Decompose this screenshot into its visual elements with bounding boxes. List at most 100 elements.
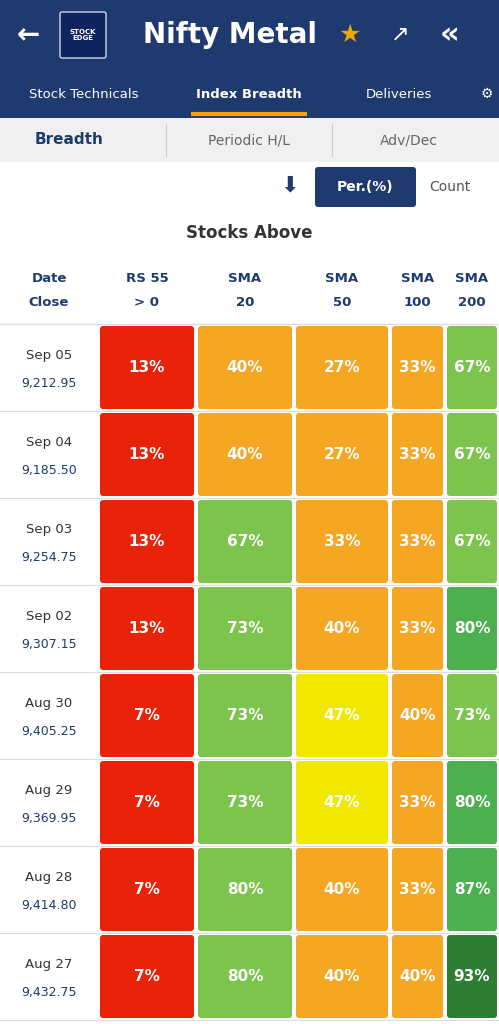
Bar xyxy=(0,759,499,846)
Text: 40%: 40% xyxy=(324,621,360,636)
Text: Sep 02: Sep 02 xyxy=(26,610,72,623)
FancyBboxPatch shape xyxy=(392,761,443,844)
Text: Periodic H/L: Periodic H/L xyxy=(208,133,290,147)
Text: Nifty Metal: Nifty Metal xyxy=(143,22,317,49)
FancyBboxPatch shape xyxy=(296,761,388,844)
Text: SMA: SMA xyxy=(229,272,261,285)
Text: 13%: 13% xyxy=(129,360,165,375)
Bar xyxy=(0,0,499,70)
FancyBboxPatch shape xyxy=(392,413,443,496)
FancyBboxPatch shape xyxy=(296,674,388,757)
FancyBboxPatch shape xyxy=(447,935,497,1018)
Text: 33%: 33% xyxy=(399,621,436,636)
Text: 20: 20 xyxy=(236,297,254,309)
Text: 93%: 93% xyxy=(454,969,490,984)
Text: 9,414.80: 9,414.80 xyxy=(21,899,77,911)
FancyBboxPatch shape xyxy=(100,935,194,1018)
Text: ←: ← xyxy=(16,22,39,49)
Text: 40%: 40% xyxy=(227,360,263,375)
Text: Breadth: Breadth xyxy=(34,132,103,147)
Text: 33%: 33% xyxy=(399,882,436,897)
Text: 9,307.15: 9,307.15 xyxy=(21,638,77,650)
FancyBboxPatch shape xyxy=(296,326,388,409)
Text: Index Breadth: Index Breadth xyxy=(196,87,302,100)
FancyBboxPatch shape xyxy=(296,587,388,670)
Text: 27%: 27% xyxy=(324,360,360,375)
FancyBboxPatch shape xyxy=(392,935,443,1018)
FancyBboxPatch shape xyxy=(198,326,292,409)
FancyBboxPatch shape xyxy=(100,848,194,931)
Text: 9,432.75: 9,432.75 xyxy=(21,986,77,998)
Text: 40%: 40% xyxy=(399,969,436,984)
Text: 33%: 33% xyxy=(399,795,436,810)
Text: 100: 100 xyxy=(404,297,431,309)
Text: 40%: 40% xyxy=(324,969,360,984)
Text: 9,405.25: 9,405.25 xyxy=(21,725,77,737)
Text: > 0: > 0 xyxy=(135,297,160,309)
FancyBboxPatch shape xyxy=(198,761,292,844)
Text: Stocks Above: Stocks Above xyxy=(186,224,313,242)
Text: 73%: 73% xyxy=(227,795,263,810)
Text: 7%: 7% xyxy=(134,969,160,984)
Text: 13%: 13% xyxy=(129,534,165,549)
Text: STOCK
EDGE: STOCK EDGE xyxy=(70,29,96,42)
Text: ⬇: ⬇ xyxy=(280,175,299,195)
Text: 33%: 33% xyxy=(399,360,436,375)
Text: Aug 27: Aug 27 xyxy=(25,957,73,971)
FancyBboxPatch shape xyxy=(392,674,443,757)
Text: 80%: 80% xyxy=(227,969,263,984)
Text: 67%: 67% xyxy=(227,534,263,549)
Text: 80%: 80% xyxy=(454,795,490,810)
Text: SMA: SMA xyxy=(325,272,359,285)
FancyBboxPatch shape xyxy=(392,326,443,409)
Text: 40%: 40% xyxy=(399,708,436,723)
FancyBboxPatch shape xyxy=(296,848,388,931)
Text: 9,254.75: 9,254.75 xyxy=(21,551,77,563)
Text: Sep 03: Sep 03 xyxy=(26,523,72,536)
Text: 7%: 7% xyxy=(134,882,160,897)
Text: 9,185.50: 9,185.50 xyxy=(21,464,77,476)
FancyBboxPatch shape xyxy=(296,413,388,496)
FancyBboxPatch shape xyxy=(315,167,416,207)
Text: 7%: 7% xyxy=(134,795,160,810)
FancyBboxPatch shape xyxy=(447,413,497,496)
Text: 87%: 87% xyxy=(454,882,490,897)
Text: 80%: 80% xyxy=(454,621,490,636)
Bar xyxy=(0,933,499,1020)
FancyBboxPatch shape xyxy=(100,413,194,496)
Text: 73%: 73% xyxy=(227,708,263,723)
Text: Aug 28: Aug 28 xyxy=(25,870,73,884)
Text: SMA: SMA xyxy=(456,272,489,285)
Text: Date: Date xyxy=(31,272,67,285)
FancyBboxPatch shape xyxy=(198,848,292,931)
FancyBboxPatch shape xyxy=(447,587,497,670)
Text: Adv/Dec: Adv/Dec xyxy=(380,133,438,147)
Text: 80%: 80% xyxy=(227,882,263,897)
Text: 13%: 13% xyxy=(129,621,165,636)
FancyBboxPatch shape xyxy=(198,500,292,583)
Text: ★: ★ xyxy=(339,23,361,47)
Text: SMA: SMA xyxy=(401,272,434,285)
Bar xyxy=(0,324,499,411)
FancyBboxPatch shape xyxy=(447,500,497,583)
FancyBboxPatch shape xyxy=(60,12,106,58)
Bar xyxy=(0,672,499,759)
FancyBboxPatch shape xyxy=(392,500,443,583)
Text: 40%: 40% xyxy=(227,447,263,462)
Text: 9,212.95: 9,212.95 xyxy=(21,377,77,390)
Bar xyxy=(0,585,499,672)
FancyBboxPatch shape xyxy=(392,848,443,931)
FancyBboxPatch shape xyxy=(447,674,497,757)
Text: 50: 50 xyxy=(333,297,351,309)
Bar xyxy=(0,118,499,162)
Text: 200: 200 xyxy=(458,297,486,309)
FancyBboxPatch shape xyxy=(100,674,194,757)
Text: Sep 04: Sep 04 xyxy=(26,436,72,449)
Text: 13%: 13% xyxy=(129,447,165,462)
Text: Sep 05: Sep 05 xyxy=(26,349,72,361)
FancyBboxPatch shape xyxy=(100,587,194,670)
Text: 9,369.95: 9,369.95 xyxy=(21,812,77,824)
FancyBboxPatch shape xyxy=(296,935,388,1018)
Text: «: « xyxy=(440,20,460,49)
Text: 27%: 27% xyxy=(324,447,360,462)
